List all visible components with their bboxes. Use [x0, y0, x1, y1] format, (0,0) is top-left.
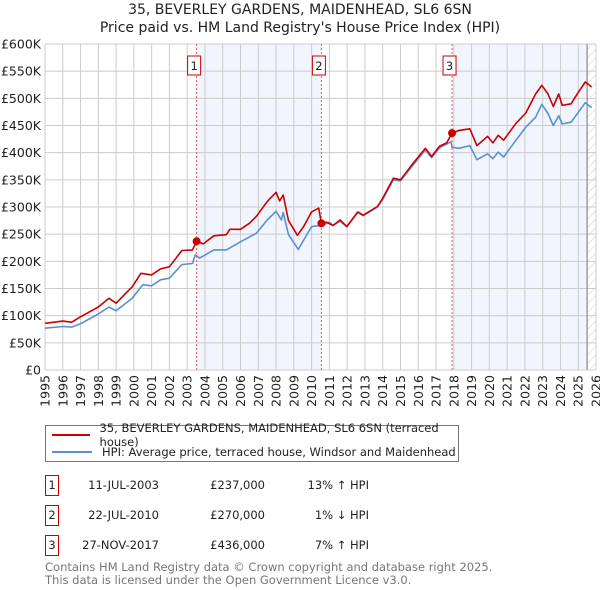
transaction-price: £270,000: [210, 508, 265, 522]
transaction-row: 1 11-JUL-2003 £237,000 13% ↑ HPI: [45, 475, 445, 497]
x-tick-label: 2018: [446, 375, 461, 407]
x-tick-label: 2002: [162, 375, 177, 407]
transaction-row: 3 27-NOV-2017 £436,000 7% ↑ HPI: [45, 535, 445, 557]
y-tick-label: £600K: [1, 37, 42, 52]
transaction-number: 3: [45, 535, 59, 556]
x-tick-label: 2017: [429, 375, 444, 407]
x-tick-label: 1995: [38, 375, 53, 407]
footer-copyright: Contains HM Land Registry data © Crown c…: [45, 560, 493, 574]
x-tick-label: 2020: [482, 375, 497, 407]
sale-label: 2: [315, 59, 322, 73]
price-paid-line: [44, 81, 593, 325]
x-tick-label: 2013: [357, 375, 372, 407]
x-tick-label: 2024: [553, 375, 568, 407]
chart-legend: 35, BEVERLEY GARDENS, MAIDENHEAD, SL6 6S…: [45, 421, 459, 462]
y-tick-label: £100K: [1, 308, 42, 323]
x-tick-label: 2011: [322, 375, 337, 407]
footer-licence: This data is licensed under the Open Gov…: [45, 573, 412, 587]
legend-swatch-blue: [52, 451, 92, 453]
transaction-date: 27-NOV-2017: [82, 538, 159, 552]
sale-label-box: [442, 55, 457, 76]
x-tick-label: 2019: [464, 375, 479, 407]
x-tick-label: 2005: [215, 375, 230, 407]
x-tick-label: 2008: [269, 375, 284, 407]
y-tick-label: £550K: [1, 64, 42, 79]
y-tick-label: £450K: [1, 118, 42, 133]
footer: Contains HM Land Registry data © Crown c…: [45, 561, 492, 587]
x-tick-label: 2025: [571, 375, 586, 407]
x-tick-label: 2003: [180, 375, 195, 407]
y-tick-label: £250K: [1, 227, 42, 242]
transaction-row: 2 22-JUL-2010 £270,000 1% ↓ HPI: [45, 505, 445, 527]
sale-point: [448, 129, 457, 138]
sale-label-box: [311, 55, 326, 76]
y-tick-label: £50K: [9, 335, 42, 350]
transaction-number: 1: [45, 475, 59, 496]
sale-label: 1: [190, 59, 197, 73]
x-tick-label: 2007: [251, 375, 266, 407]
x-tick-label: 1998: [91, 375, 106, 407]
x-tick-label: 2023: [535, 375, 550, 407]
x-tick-label: 2016: [411, 375, 426, 407]
y-tick-label: £0: [25, 363, 41, 378]
transaction-price: £237,000: [210, 478, 265, 492]
x-tick-label: 2006: [233, 375, 248, 407]
legend-item-hpi: HPI: Average price, terraced house, Wind…: [52, 444, 456, 460]
legend-item-property: 35, BEVERLEY GARDENS, MAIDENHEAD, SL6 6S…: [52, 421, 458, 449]
legend-swatch-red: [52, 434, 90, 436]
chart-title: 35, BEVERLEY GARDENS, MAIDENHEAD, SL6 6S…: [128, 2, 472, 18]
x-tick-label: 2026: [589, 375, 600, 407]
y-tick-label: £200K: [1, 254, 42, 269]
y-tick-label: £400K: [1, 145, 42, 160]
transaction-date: 22-JUL-2010: [88, 508, 159, 522]
transaction-hpi: 1% ↓ HPI: [314, 508, 369, 522]
x-tick-label: 2015: [393, 375, 408, 407]
price-chart: 1995 1996 1997 1998 1999 2000 2001 2002 2003 2004…: [1, 37, 600, 407]
x-tick-label: 2012: [340, 375, 355, 407]
sale-label-box: [187, 55, 202, 76]
x-tick-label: 2014: [375, 375, 390, 407]
sale-label: 3: [446, 59, 453, 73]
y-tick-label: £500K: [1, 91, 42, 106]
x-tick-label: 1999: [109, 375, 124, 407]
x-tick-label: 2009: [286, 375, 301, 407]
legend-label: 35, BEVERLEY GARDENS, MAIDENHEAD, SL6 6S…: [99, 421, 439, 449]
x-tick-label: 1997: [73, 375, 88, 407]
transaction-number: 2: [45, 505, 59, 526]
y-tick-label: £350K: [1, 172, 42, 187]
legend-label: HPI: Average price, terraced house, Wind…: [102, 445, 456, 459]
x-tick-label: 2010: [304, 375, 319, 407]
x-tick-label: 2000: [126, 375, 141, 407]
transaction-date: 11-JUL-2003: [88, 478, 159, 492]
chart-subtitle: Price paid vs. HM Land Registry's House …: [99, 20, 501, 36]
y-tick-label: £300K: [1, 200, 42, 215]
x-tick-label: 2022: [517, 375, 532, 407]
y-tick-label: £150K: [1, 281, 42, 296]
transaction-price: £436,000: [210, 538, 265, 552]
sale-point: [192, 237, 201, 246]
sale-point: [317, 219, 326, 228]
x-tick-label: 2001: [144, 375, 159, 407]
transaction-hpi: 7% ↑ HPI: [314, 538, 369, 552]
x-tick-label: 2004: [197, 375, 212, 407]
x-tick-label: 1996: [55, 375, 70, 407]
x-tick-label: 2021: [500, 375, 515, 407]
transaction-hpi: 13% ↑ HPI: [307, 478, 369, 492]
